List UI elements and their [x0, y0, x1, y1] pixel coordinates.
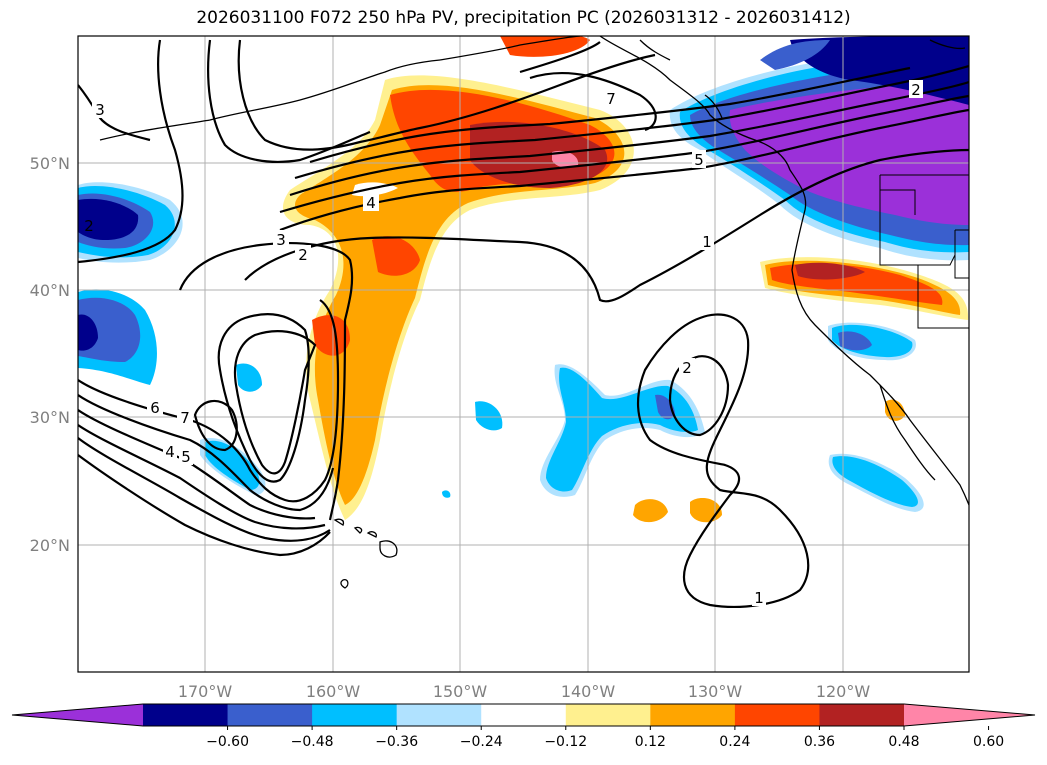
- colorbar-extend-left: [12, 704, 143, 726]
- colorbar-segment: [312, 704, 398, 726]
- colorbar-outline: [11, 703, 1036, 727]
- pv-contours: [78, 39, 969, 608]
- colorbar-segment: [481, 704, 567, 726]
- colorbar-tick-label: −0.36: [375, 734, 418, 750]
- contour-label: 3: [95, 101, 105, 119]
- lon-label: 130°W: [688, 682, 743, 701]
- colorbar-tick-label: 0.12: [635, 734, 666, 750]
- colorbar-tick-label: 0.24: [719, 734, 750, 750]
- lat-label: 30°N: [30, 408, 70, 427]
- colorbar-segment: [734, 704, 820, 726]
- colorbar: −0.60 −0.48 −0.36 −0.24 −0.12 0.12 0.24 0.36 0.4…: [11, 703, 1036, 750]
- contour-label: 5: [694, 151, 704, 169]
- lon-label: 120°W: [816, 682, 871, 701]
- negative-precip-shading: [78, 36, 969, 512]
- colorbar-segment: [819, 704, 905, 726]
- lat-labels: 50°N 40°N 30°N 20°N: [30, 154, 70, 555]
- contour-label: 2: [682, 359, 692, 377]
- colorbar-segment: [650, 704, 736, 726]
- colorbar-segment: [227, 704, 313, 726]
- contour-label: 2: [911, 81, 921, 99]
- colorbar-tick-label: 0.60: [973, 734, 1004, 750]
- lat-label: 40°N: [30, 281, 70, 300]
- colorbar-tick-label: −0.60: [206, 734, 249, 750]
- colorbar-segment: [565, 704, 651, 726]
- colorbar-tick-label: 0.48: [888, 734, 919, 750]
- contour-label: 7: [180, 409, 190, 427]
- contour-label: 1: [702, 233, 712, 251]
- lon-labels: 170°W 160°W 150°W 140°W 130°W 120°W: [178, 682, 871, 701]
- graticule: [78, 36, 969, 672]
- political-borders: [879, 174, 969, 329]
- map-area: 3 7 2 5 4 3 2 1 6 7 4 5 2 1: [78, 36, 969, 672]
- lon-label: 170°W: [178, 682, 233, 701]
- map-title: 2026031100 F072 250 hPa PV, precipitatio…: [196, 8, 851, 28]
- contour-label: 3: [276, 231, 286, 249]
- colorbar-tick-label: −0.48: [291, 734, 334, 750]
- colorbar-segment: [396, 704, 482, 726]
- lat-label: 20°N: [30, 536, 70, 555]
- lon-label: 160°W: [306, 682, 361, 701]
- colorbar-tick-label: −0.24: [460, 734, 503, 750]
- contour-label: 6: [150, 399, 160, 417]
- colorbar-tick-label: 0.36: [804, 734, 835, 750]
- contour-label: 5: [181, 448, 191, 466]
- contour-label: 4: [366, 194, 376, 212]
- colorbar-tick-label: −0.12: [544, 734, 587, 750]
- map-frame: [77, 35, 970, 673]
- lon-label: 140°W: [561, 682, 616, 701]
- contour-label: 4: [165, 443, 175, 461]
- contour-label: 2: [84, 217, 94, 235]
- contour-label: 7: [606, 90, 616, 108]
- positive-precip-shading: [282, 36, 969, 523]
- colorbar-segment: [143, 704, 229, 726]
- colorbar-extend-right: [904, 704, 1035, 726]
- lon-label: 150°W: [433, 682, 488, 701]
- contour-label: 1: [754, 589, 764, 607]
- contour-labels: 3 7 2 5 4 3 2 1 6 7 4 5 2 1: [84, 80, 923, 607]
- lat-label: 50°N: [30, 154, 70, 173]
- contour-label: 2: [298, 246, 308, 264]
